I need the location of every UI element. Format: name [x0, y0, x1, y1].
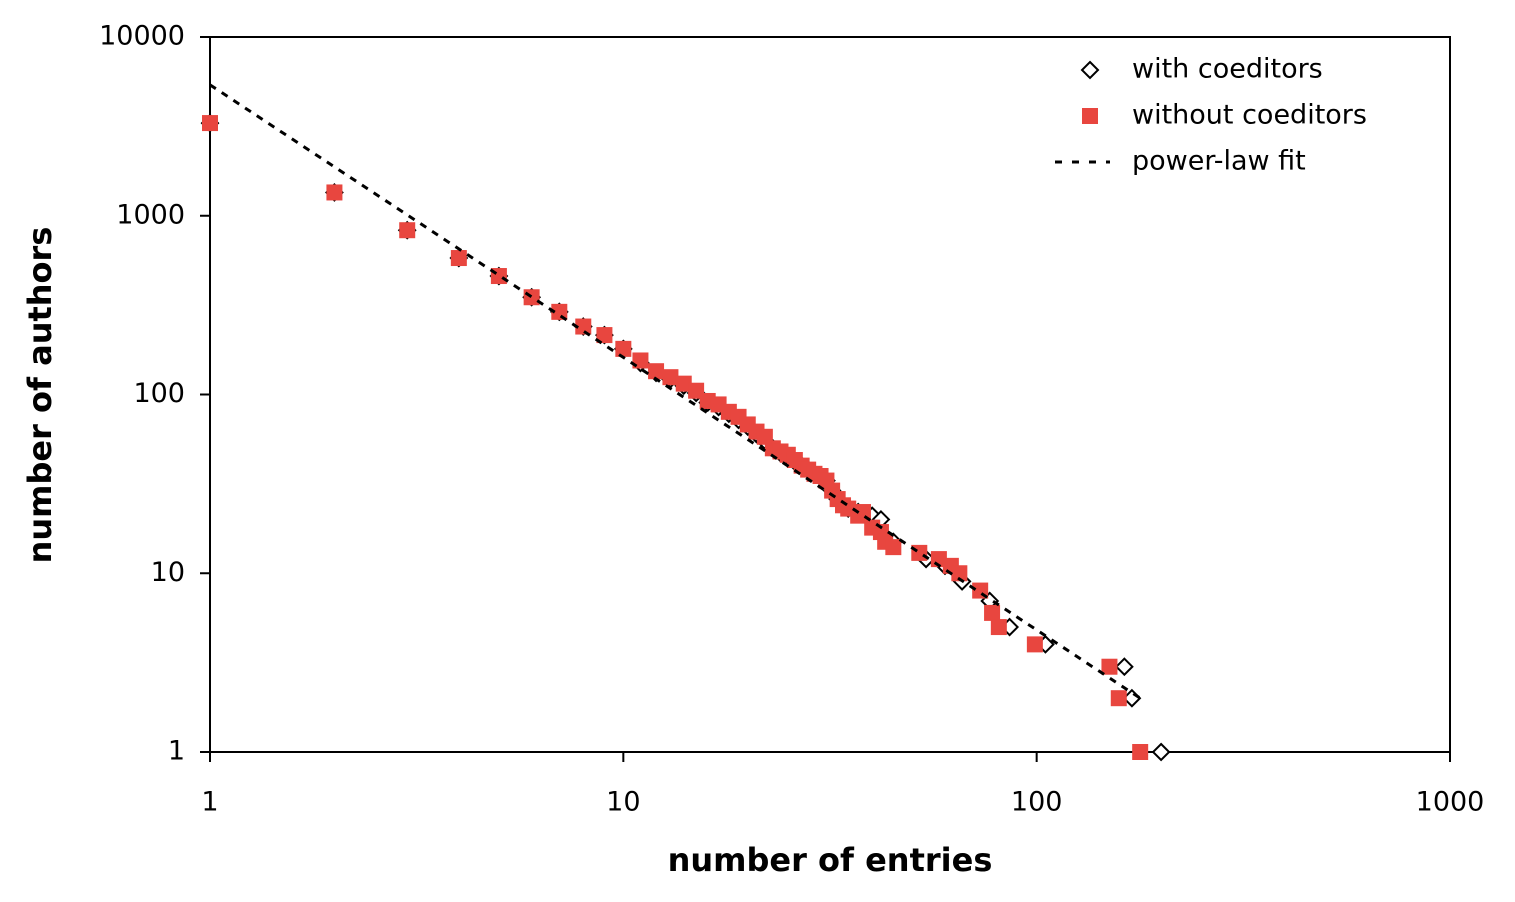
legend-label: without coeditors: [1132, 100, 1367, 131]
x-axis-title: number of entries: [668, 841, 993, 879]
point: [1026, 636, 1043, 653]
point: [326, 184, 343, 201]
point: [1101, 658, 1118, 675]
point: [1132, 744, 1149, 760]
x-tick-label: 100: [1011, 787, 1063, 818]
y-axis-title: number of authors: [21, 227, 59, 564]
x-tick-label: 1000: [1416, 787, 1485, 818]
point: [648, 363, 665, 380]
y-tick-label: 10: [151, 557, 185, 588]
y-tick-label: 1: [168, 736, 185, 767]
y-tick-label: 1000: [116, 199, 185, 230]
point: [1114, 657, 1134, 677]
point: [854, 504, 871, 521]
point: [596, 327, 613, 344]
legend-swatch: [1080, 60, 1100, 80]
point: [675, 375, 692, 392]
axes: 1 10 100 1000 10000 1 10 100 1000: [99, 21, 1484, 818]
legend-label: with coeditors: [1132, 54, 1323, 85]
plot-frame: [209, 36, 1451, 753]
point: [202, 115, 218, 132]
y-tick-label: 10000: [99, 21, 185, 52]
legend-label: power-law fit: [1132, 146, 1306, 177]
point: [523, 289, 540, 306]
point: [615, 340, 632, 357]
point: [990, 619, 1007, 636]
y-tick-label: 100: [133, 378, 185, 409]
point: [1151, 742, 1171, 762]
plot-area: [200, 83, 1171, 762]
point: [1110, 690, 1127, 707]
legend: with coeditors without coeditors power-law…: [1055, 54, 1367, 177]
fit-line: [209, 83, 1141, 700]
point: [399, 222, 416, 239]
legend-swatch: [1082, 108, 1098, 124]
point: [575, 318, 592, 335]
x-tick-label: 1: [201, 787, 218, 818]
point: [984, 604, 1001, 621]
point: [662, 369, 679, 386]
point: [551, 303, 568, 320]
point: [885, 539, 902, 556]
x-tick-label: 10: [606, 787, 640, 818]
point: [450, 250, 467, 267]
point: [951, 565, 968, 582]
